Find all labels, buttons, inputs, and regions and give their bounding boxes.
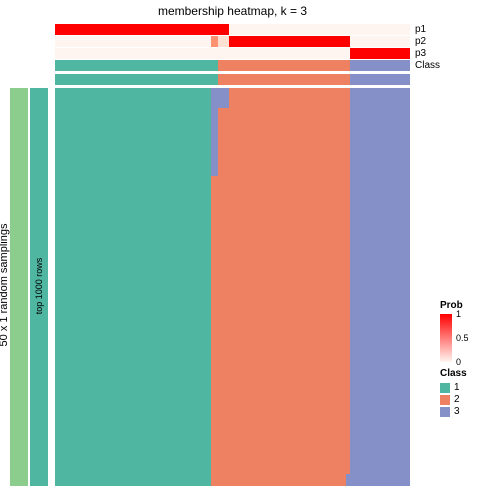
class-seg	[229, 60, 346, 71]
class-block-seg	[218, 74, 229, 85]
legend-prob-tick: 1	[456, 309, 461, 319]
p3-row	[55, 48, 410, 59]
p3-seg	[218, 48, 229, 59]
p1-seg	[218, 24, 229, 35]
heatmap-column	[55, 88, 211, 486]
class-seg	[55, 60, 211, 71]
heatmap-column	[350, 88, 410, 486]
class-block-seg	[211, 74, 218, 85]
chart-title: membership heatmap, k = 3	[55, 4, 410, 18]
heatmap-cell	[350, 88, 410, 486]
class-row	[55, 60, 410, 71]
p3-seg	[211, 48, 218, 59]
heatmap-column	[218, 88, 229, 486]
legend-class: Class 123	[440, 368, 467, 418]
legend-item-label: 3	[454, 406, 460, 417]
membership-heatmap	[55, 88, 410, 486]
class-seg	[211, 60, 218, 71]
heatmap-cell	[211, 88, 218, 176]
heatmap-cell	[211, 176, 218, 486]
p3-label: p3	[415, 48, 426, 59]
legend-class-item: 1	[440, 382, 467, 393]
legend-item-label: 2	[454, 394, 460, 405]
p2-seg	[218, 36, 229, 47]
p3-seg	[229, 48, 346, 59]
samplings-label: 50 x 1 random samplings	[0, 86, 10, 484]
legend-prob: Prob10.50	[440, 300, 482, 362]
p1-seg	[350, 24, 410, 35]
legend-prob-tick: 0	[456, 357, 461, 367]
class-block-seg	[55, 74, 211, 85]
legend-swatch	[440, 395, 450, 405]
class-seg	[350, 60, 410, 71]
class-block	[55, 74, 410, 85]
p2-seg	[229, 36, 346, 47]
p2-seg	[350, 36, 410, 47]
p1-seg	[229, 24, 346, 35]
legend-class-item: 2	[440, 394, 467, 405]
p1-row	[55, 24, 410, 35]
p2-label: p2	[415, 36, 426, 47]
class-block-seg	[350, 74, 410, 85]
p3-seg	[55, 48, 211, 59]
legend-class-title: Class	[440, 368, 467, 379]
legend-item-label: 1	[454, 382, 460, 393]
rows-label: top 1000 rows	[34, 87, 44, 485]
legend-class-item: 3	[440, 406, 467, 417]
p2-seg	[55, 36, 211, 47]
heatmap-cell	[229, 88, 346, 486]
p2-seg	[211, 36, 218, 47]
heatmap-column	[229, 88, 346, 486]
heatmap-column	[211, 88, 218, 486]
heatmap-cell	[218, 88, 229, 108]
heatmap-cell	[55, 88, 211, 486]
class-label: Class	[415, 60, 440, 71]
legend-prob-tick: 0.5	[456, 333, 469, 343]
samplings-bar	[10, 88, 28, 486]
heatmap-cell	[218, 108, 229, 486]
p1-label: p1	[415, 24, 426, 35]
class-seg	[218, 60, 229, 71]
legend-swatch	[440, 383, 450, 393]
p1-seg	[55, 24, 211, 35]
legend-swatch	[440, 407, 450, 417]
p2-row	[55, 36, 410, 47]
p1-seg	[211, 24, 218, 35]
class-block-seg	[229, 74, 346, 85]
p3-seg	[350, 48, 410, 59]
legend-prob-gradient	[440, 314, 452, 362]
